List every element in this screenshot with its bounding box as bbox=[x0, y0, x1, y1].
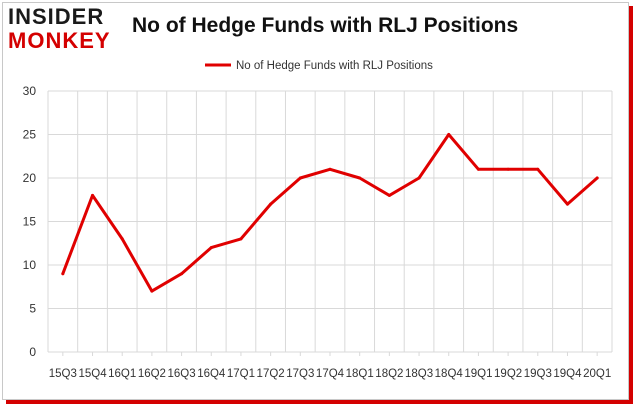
x-tick-label: 18Q3 bbox=[405, 368, 433, 380]
x-tick-label: 17Q1 bbox=[227, 368, 255, 380]
data-point bbox=[269, 202, 273, 206]
data-point bbox=[239, 237, 243, 241]
logo-line-2: MONKEY bbox=[8, 28, 111, 53]
data-point bbox=[61, 272, 65, 276]
data-point bbox=[476, 167, 480, 171]
data-point bbox=[417, 176, 421, 180]
data-point bbox=[91, 193, 95, 197]
data-point bbox=[298, 176, 302, 180]
data-point bbox=[150, 289, 154, 293]
insider-monkey-logo: INSIDER MONKEY bbox=[8, 6, 120, 54]
y-tick-label: 10 bbox=[23, 258, 37, 272]
x-tick-label: 16Q1 bbox=[108, 368, 136, 380]
data-point bbox=[447, 133, 451, 136]
data-point bbox=[209, 246, 213, 250]
y-tick-label: 15 bbox=[23, 215, 37, 229]
chart-title: No of Hedge Funds with RLJ Positions bbox=[132, 14, 519, 37]
x-tick-label: 15Q3 bbox=[49, 368, 77, 380]
x-tick-label: 17Q3 bbox=[286, 368, 314, 380]
data-point bbox=[328, 167, 332, 171]
x-tick-label: 17Q4 bbox=[316, 368, 345, 380]
x-tick-label: 19Q1 bbox=[464, 368, 492, 380]
legend-label: No of Hedge Funds with RLJ Positions bbox=[236, 60, 433, 72]
x-tick-label: 18Q2 bbox=[375, 368, 403, 380]
x-tick-label: 16Q3 bbox=[168, 368, 196, 380]
series-line bbox=[61, 133, 599, 293]
x-tick-label: 18Q4 bbox=[435, 368, 464, 380]
x-tick-label: 18Q1 bbox=[346, 368, 374, 380]
y-tick-label: 25 bbox=[23, 128, 37, 142]
data-point bbox=[565, 202, 569, 206]
x-tick-label: 16Q2 bbox=[138, 368, 166, 380]
y-tick-label: 20 bbox=[23, 171, 37, 185]
data-point bbox=[120, 237, 124, 241]
x-tick-label: 19Q3 bbox=[524, 368, 552, 380]
x-tick-label: 16Q4 bbox=[197, 368, 226, 380]
x-tick-label: 15Q4 bbox=[78, 368, 107, 380]
data-point bbox=[358, 176, 362, 180]
data-point bbox=[506, 167, 510, 171]
x-tick-label: 17Q2 bbox=[257, 368, 285, 380]
logo-line-1: INSIDER bbox=[8, 4, 105, 29]
y-tick-label: 30 bbox=[23, 84, 37, 98]
y-tick-label: 0 bbox=[29, 345, 36, 359]
y-tick-label: 5 bbox=[29, 302, 36, 316]
data-point bbox=[180, 272, 184, 276]
data-point bbox=[595, 176, 599, 180]
data-point bbox=[536, 167, 540, 171]
data-point bbox=[387, 193, 391, 197]
x-tick-label: 19Q4 bbox=[553, 368, 582, 380]
x-tick-label: 19Q2 bbox=[494, 368, 522, 380]
x-tick-label: 20Q1 bbox=[583, 368, 611, 380]
